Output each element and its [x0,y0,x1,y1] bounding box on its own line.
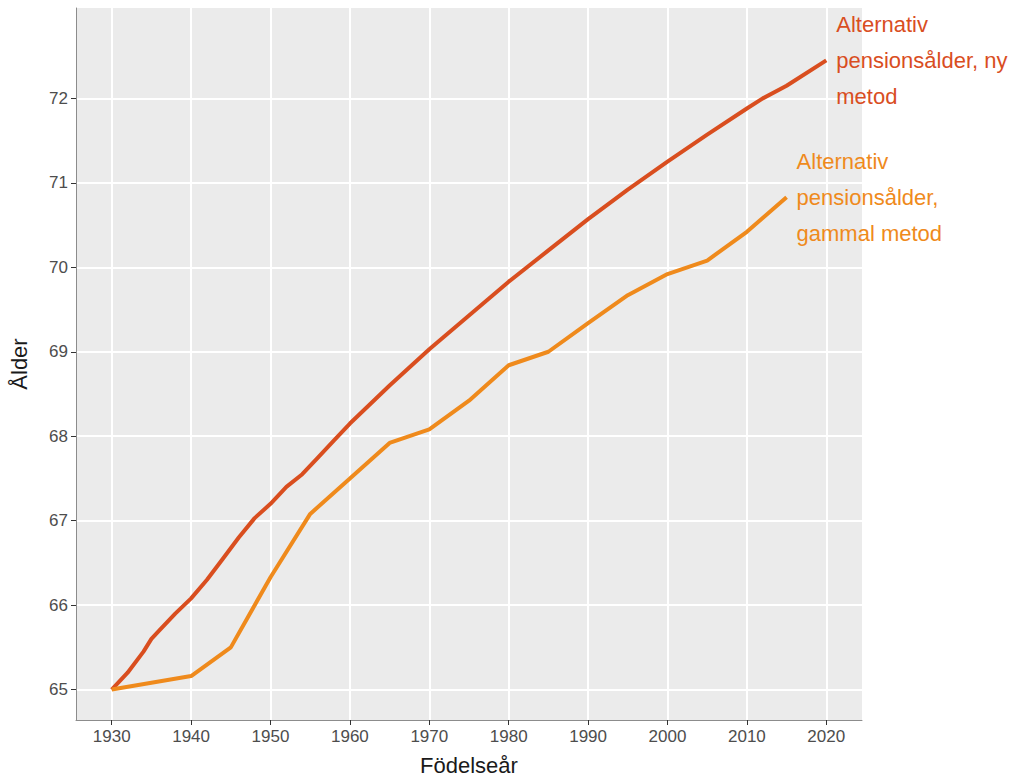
svg-text:1930: 1930 [93,727,131,746]
svg-text:1960: 1960 [331,727,369,746]
svg-text:gammal metod: gammal metod [797,221,943,246]
svg-text:1990: 1990 [569,727,607,746]
svg-text:1980: 1980 [490,727,528,746]
svg-text:metod: metod [836,84,897,109]
svg-text:71: 71 [49,173,68,192]
svg-text:69: 69 [49,342,68,361]
svg-text:70: 70 [49,258,68,277]
svg-text:2000: 2000 [649,727,687,746]
svg-text:Alternativ: Alternativ [836,12,934,37]
svg-text:Födelseår: Födelseår [420,753,518,778]
svg-text:65: 65 [49,680,68,699]
svg-text:Alternativ: Alternativ [797,149,895,174]
svg-text:2010: 2010 [728,727,766,746]
svg-text:Ålder: Ålder [7,338,32,389]
svg-text:66: 66 [49,596,68,615]
svg-text:pensionsålder,: pensionsålder, [797,185,945,210]
svg-text:pensionsålder, ny: pensionsålder, ny [836,48,1013,73]
svg-text:1940: 1940 [172,727,210,746]
svg-text:2020: 2020 [807,727,845,746]
svg-text:68: 68 [49,427,68,446]
svg-text:72: 72 [49,89,68,108]
svg-text:67: 67 [49,511,68,530]
svg-text:1950: 1950 [252,727,290,746]
svg-text:1970: 1970 [410,727,448,746]
